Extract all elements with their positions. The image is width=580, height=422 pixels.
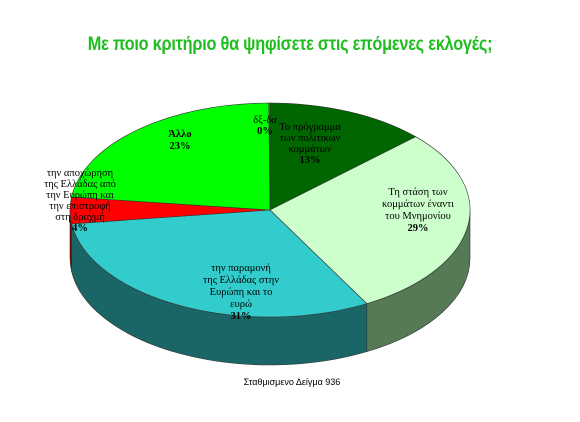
slice-percent-3: 4% bbox=[72, 223, 88, 234]
slice-percent-2: 31% bbox=[231, 311, 252, 322]
slice-label-line-2: την παραμονή bbox=[211, 263, 271, 274]
slice-label-line-2: ευρώ bbox=[230, 299, 252, 310]
slice-label-line-3: στη δραχμή bbox=[55, 212, 104, 223]
slice-percent-4: 23% bbox=[170, 141, 191, 152]
slice-label-line-2: Ευρώπη και το bbox=[210, 287, 273, 298]
slice-percent-1: 29% bbox=[408, 223, 429, 234]
pie-slice-0 bbox=[269, 102, 417, 211]
slice-label-line-0: κομμάτων bbox=[289, 144, 332, 155]
slice-label-5: δξ-δα0% bbox=[253, 115, 277, 137]
slice-label-line-1: κομμάτων έναντι bbox=[382, 199, 454, 210]
pie-slice-2 bbox=[71, 209, 368, 318]
slice-label-line-4: Άλλο bbox=[168, 129, 191, 140]
slice-label-line-3: της Ελλάδας από bbox=[44, 179, 116, 190]
slice-label-line-5: δξ-δα bbox=[253, 115, 277, 126]
slice-label-line-3: την Ευρώπη και bbox=[46, 190, 114, 201]
slice-label-line-1: Τη στάση των bbox=[388, 187, 447, 198]
pie-slices bbox=[69, 102, 471, 318]
pie-slice-5 bbox=[268, 102, 271, 211]
slice-label-line-0: των πολιτικων bbox=[280, 133, 341, 144]
slice-label-line-0: Το πρόγραμμα bbox=[279, 122, 341, 133]
slice-label-line-1: του Μνημονίου bbox=[385, 211, 451, 222]
chart-title: Με ποιο κριτήριο θα ψηφίσετε στις επόμεν… bbox=[87, 34, 493, 55]
slice-percent-5: 0% bbox=[257, 126, 273, 137]
pie-slice-4 bbox=[71, 102, 271, 211]
slice-label-line-2: της Ελλάδας στην bbox=[203, 275, 279, 286]
slice-label-line-3: την επιστροφή bbox=[49, 201, 111, 212]
slice-label-line-3: την αποχώρηση bbox=[47, 168, 113, 179]
pie-slice-1 bbox=[269, 136, 471, 304]
sample-size-note: Σταθμισμενο Δείγμα 936 bbox=[243, 377, 341, 387]
slice-percent-0: 13% bbox=[300, 155, 321, 166]
